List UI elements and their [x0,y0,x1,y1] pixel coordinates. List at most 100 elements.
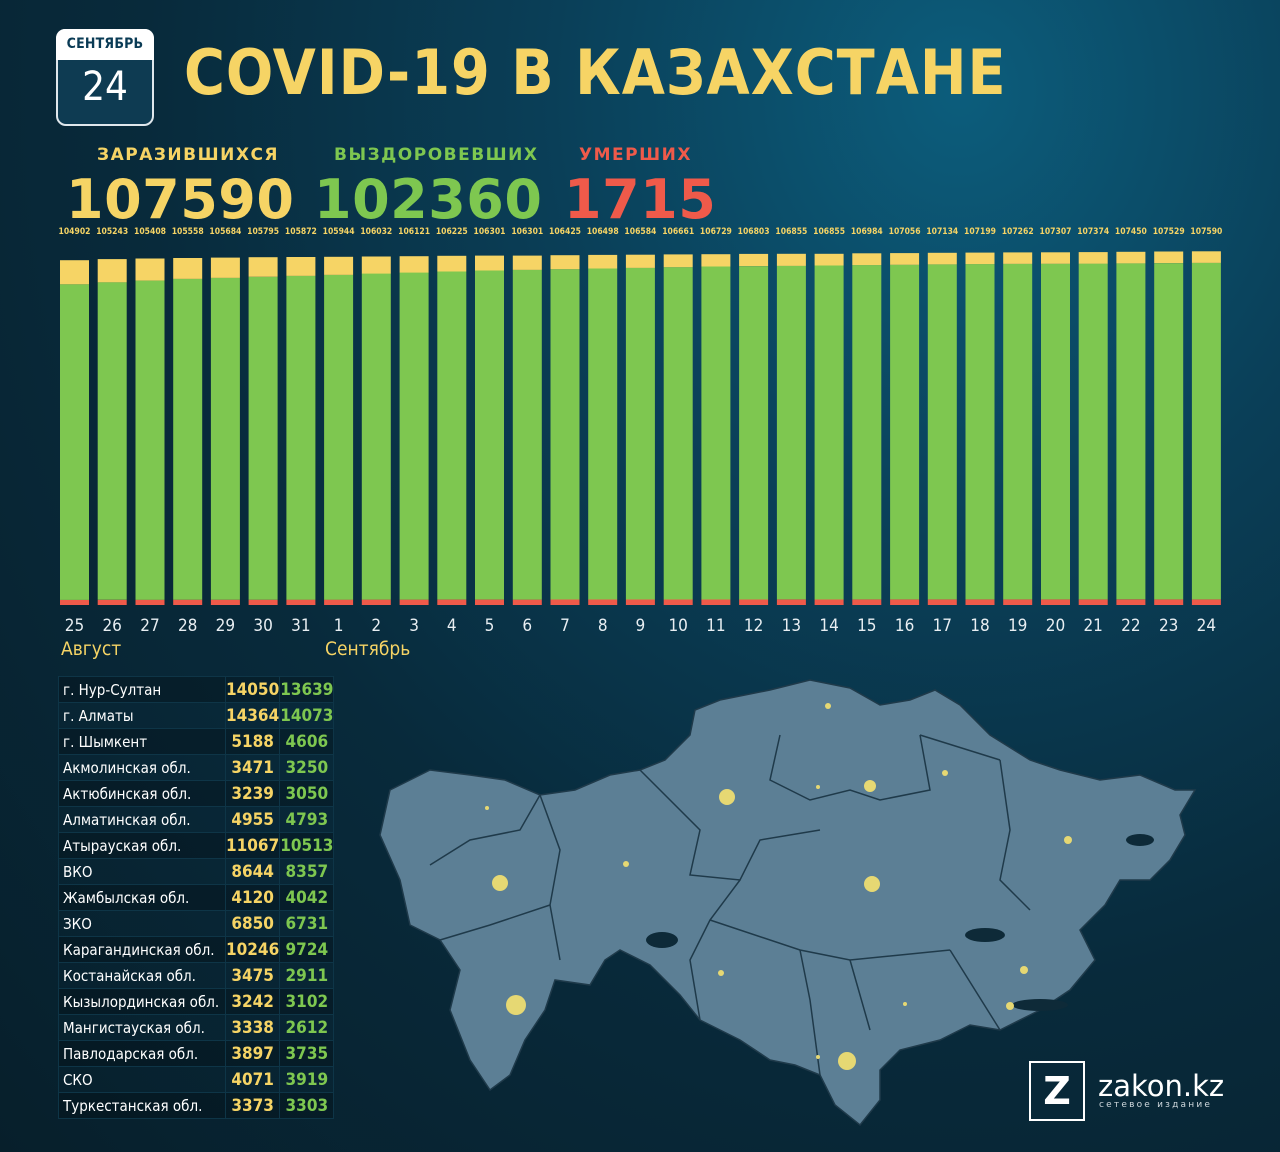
x-tick-label: 18 [970,616,989,636]
bar-segment-recovered [663,267,693,600]
zakon-logo: Z [1029,1061,1085,1121]
bar-total-label: 107134 [926,227,958,237]
bar-segment-active [965,252,995,265]
table-row: Алматинская обл. 4955 4793 [58,806,335,833]
bar-total-label: 106855 [813,227,845,237]
bar-total-label: 106301 [474,227,506,237]
bar-segment-deaths [550,599,580,605]
region-recovered: 4042 [279,884,335,911]
bar-segment-active [399,256,429,273]
bar-segment-deaths [1116,599,1146,605]
region-recovered: 9724 [279,936,335,963]
region-name: Павлодарская обл. [58,1040,226,1067]
bar-total-label: 107529 [1153,227,1185,237]
region-name: Кызылординская обл. [58,988,226,1015]
bar-total-label: 105795 [247,227,279,237]
bar-segment-active [701,254,731,267]
bar-segment-deaths [814,599,844,605]
bar-total-label: 107450 [1115,227,1147,237]
region-infected: 6850 [224,910,281,937]
bar-segment-recovered [625,267,655,600]
bar-segment-deaths [60,599,89,605]
bar-segment-deaths [210,599,240,605]
map-border [439,904,551,941]
bar-total-label: 107056 [889,227,921,237]
region-infected: 14050 [224,676,281,703]
bar-segment-active [1078,252,1108,264]
map-marker [1006,1002,1014,1010]
x-tick-label: 2 [371,616,381,636]
bar-segment-deaths [512,599,542,605]
map-markers [485,703,1072,1070]
map-borders [429,734,1031,1076]
bar-segment-recovered [1041,263,1070,600]
calendar-day: 24 [82,64,128,110]
bar-segment-recovered [512,269,542,600]
map-marker [506,995,526,1015]
bar-total-label: 105684 [209,227,241,237]
x-tick-label: 16 [895,616,914,636]
bar-total-label: 105944 [323,227,355,237]
x-tick-label: 20 [1046,616,1065,636]
bar-segment-active [1191,251,1221,263]
map-marker [816,1055,820,1059]
region-name: ВКО [58,858,226,885]
bar-segment-recovered [1154,263,1184,600]
bar-total-label: 106301 [511,227,543,237]
bar-segment-active [1154,251,1184,264]
region-recovered: 3735 [279,1040,335,1067]
bar-segment-deaths [97,599,127,605]
x-tick-label: 23 [1159,616,1178,636]
bar-segment-active [60,260,89,285]
map-marker [864,876,880,892]
bar-total-label: 106984 [851,227,883,237]
bar-segment-active [248,257,278,277]
bar-segment-recovered [60,284,89,600]
map-marker [1064,836,1072,844]
region-name: Атырауская обл. [58,832,226,859]
map-border [919,734,1001,761]
map-lake [1126,834,1154,846]
bar-segment-deaths [1078,599,1108,605]
bar-segment-recovered [1078,263,1108,600]
bar-segment-deaths [1191,599,1221,605]
bar-total-label: 105872 [285,227,317,237]
bar-total-label: 106584 [624,227,656,237]
bar-segment-recovered [248,276,278,600]
bar-total-label: 106855 [775,227,807,237]
region-recovered: 3050 [279,780,335,807]
bar-segment-deaths [248,599,278,605]
bar-segment-recovered [927,264,957,600]
x-tick-label: 26 [102,616,121,636]
x-tick-label: 8 [598,616,608,636]
table-row: Кызылординская обл. 3242 3102 [58,988,335,1015]
map-border [709,919,951,961]
region-recovered: 2911 [279,962,335,989]
region-infected: 3475 [224,962,281,989]
x-tick-label: 10 [668,616,687,636]
region-name: г. Шымкент [58,728,226,755]
region-infected: 10246 [224,936,281,963]
region-recovered: 8357 [279,858,335,885]
map-country-shape [379,679,1197,1127]
bar-segment-recovered [361,273,391,600]
bar-segment-active [550,255,580,270]
bar-segment-deaths [852,599,882,605]
bar-total-label: 104902 [59,227,91,237]
region-recovered: 3102 [279,988,335,1015]
region-name: СКО [58,1066,226,1093]
bar-segment-deaths [625,599,655,605]
map-border [429,794,541,866]
table-row: СКО 4071 3919 [58,1066,335,1093]
region-infected: 4071 [224,1066,281,1093]
region-recovered: 6731 [279,910,335,937]
map-marker [492,875,508,891]
table-row: Мангистауская обл. 3338 2612 [58,1014,335,1041]
map-border [689,879,741,1021]
region-infected: 3239 [224,780,281,807]
infected-value: 107590 [66,168,295,231]
bar-segment-recovered [210,277,240,600]
x-tick-label: 6 [522,616,532,636]
region-infected: 3897 [224,1040,281,1067]
